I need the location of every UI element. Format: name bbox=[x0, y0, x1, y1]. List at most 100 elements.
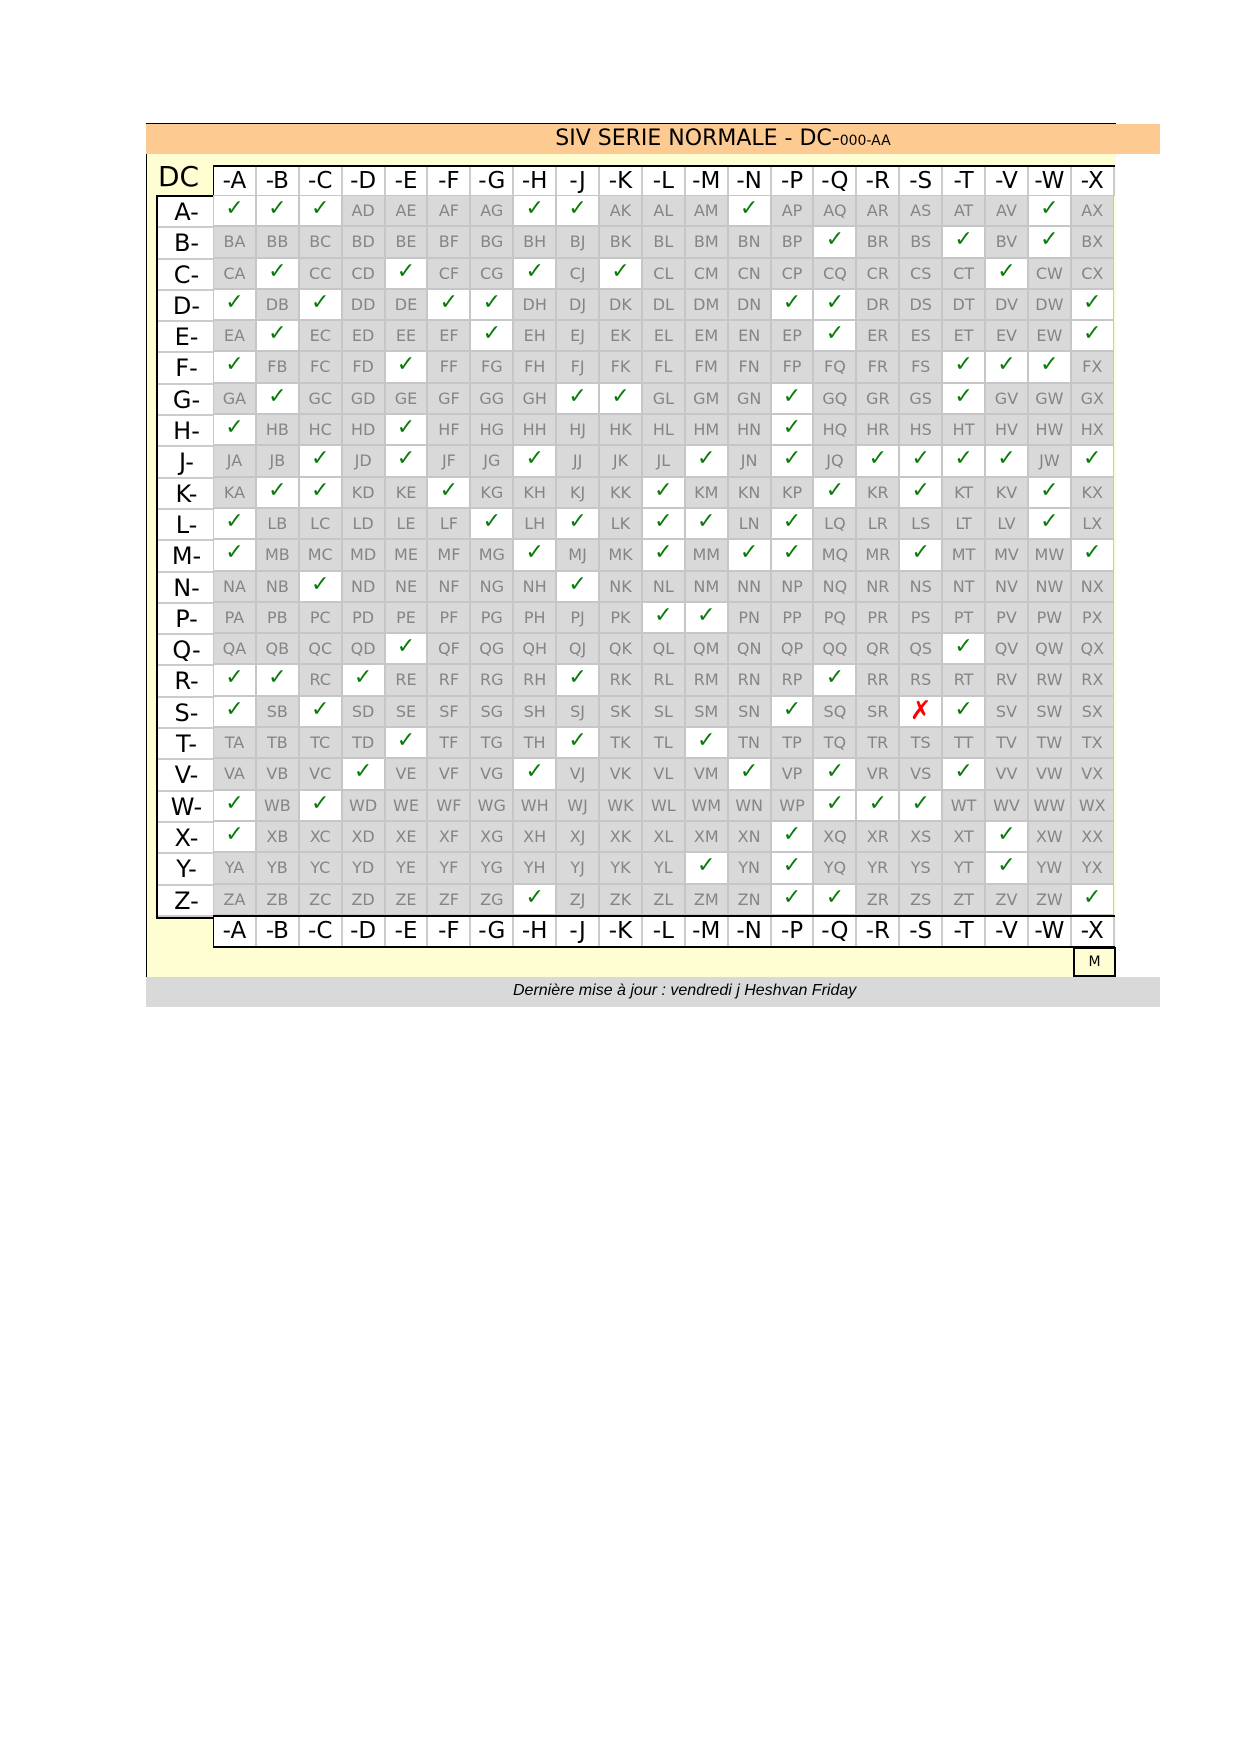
plate-cell-open: EK bbox=[599, 320, 642, 352]
row-label: N- bbox=[158, 573, 215, 604]
plate-cell-open: FJ bbox=[556, 351, 600, 383]
plate-cell-open: PD bbox=[341, 601, 385, 634]
plate-cell-open: TX bbox=[1070, 727, 1114, 759]
column-header: -Q bbox=[814, 167, 858, 196]
check-icon: ✓ bbox=[213, 288, 256, 321]
plate-cell-open: GM bbox=[684, 382, 728, 415]
check-icon: ✓ bbox=[1070, 883, 1114, 915]
plate-cell-open: KT bbox=[942, 476, 986, 508]
plate-cell-open: VK bbox=[599, 758, 642, 790]
plate-cell-open: FM bbox=[684, 351, 728, 383]
plate-cell-open: AM bbox=[684, 195, 728, 227]
plate-cell-open: GR bbox=[856, 382, 900, 415]
plate-cell-open: WK bbox=[599, 789, 642, 821]
plate-cell-open: AG bbox=[470, 195, 514, 227]
plate-cell-open: EW bbox=[1027, 320, 1071, 352]
plate-cell-open: BR bbox=[856, 226, 900, 258]
plate-cell-open: FQ bbox=[813, 351, 857, 383]
plate-cell-open: JD bbox=[341, 445, 385, 477]
title-main: SIV SERIE NORMALE - DC- bbox=[555, 126, 840, 151]
plate-cell-open: YC bbox=[298, 852, 342, 884]
plate-cell-open: PB bbox=[255, 601, 299, 634]
plate-cell-open: RX bbox=[1070, 664, 1114, 696]
plate-cell-open: QB bbox=[255, 633, 299, 665]
column-header: -M bbox=[686, 167, 729, 196]
plate-cell-open: MT bbox=[942, 539, 986, 571]
check-icon: ✓ bbox=[1070, 539, 1114, 571]
grid-row: BA BB BC BD BE BF BG BH BJ BK BL BM BN BP ✓ BR BS ✓ BV ✓ BX bbox=[213, 226, 1114, 258]
column-header: -T bbox=[943, 167, 987, 196]
plate-cell-open: NH bbox=[513, 570, 557, 602]
check-icon: ✓ bbox=[727, 758, 771, 790]
plate-cell-open: BJ bbox=[556, 226, 600, 258]
plate-cell-open: RF bbox=[427, 664, 471, 696]
check-icon: ✓ bbox=[641, 507, 685, 540]
plate-cell-open: VW bbox=[1027, 758, 1071, 790]
plate-cell-open: TW bbox=[1027, 727, 1071, 759]
check-icon: ✓ bbox=[513, 445, 557, 477]
plate-cell-open: RH bbox=[513, 664, 557, 696]
check-icon: ✓ bbox=[942, 445, 986, 477]
plate-cell-open: HH bbox=[513, 414, 557, 446]
plate-cell-open: RC bbox=[298, 664, 342, 696]
check-icon: ✓ bbox=[384, 414, 428, 446]
plate-cell-open: PK bbox=[599, 601, 642, 634]
plate-cell-open: AR bbox=[856, 195, 900, 227]
plate-cell-open: ZM bbox=[684, 883, 728, 915]
plate-cell-open: CW bbox=[1027, 257, 1071, 289]
check-icon: ✓ bbox=[298, 570, 342, 602]
plate-cell-open: NA bbox=[213, 570, 256, 602]
plate-cell-open: CN bbox=[727, 257, 771, 289]
plate-cell-open: AP bbox=[770, 195, 814, 227]
plate-cell-open: CA bbox=[213, 257, 256, 289]
plate-cell-open: CQ bbox=[813, 257, 857, 289]
plate-cell-open: HR bbox=[856, 414, 900, 446]
plate-cell-open: MC bbox=[298, 539, 342, 571]
plate-cell-open: VG bbox=[470, 758, 514, 790]
plate-cell-open: VA bbox=[213, 758, 256, 790]
grid-row: CA ✓ CC CD ✓ CF CG ✓ CJ ✓ CL CM CN CP CQ CR CS CT ✓ CW CX bbox=[213, 257, 1114, 289]
grid-row: NA NB ✓ ND NE NF NG NH ✓ NK NL NM NN NP NQ NR NS NT NV NW NX bbox=[213, 570, 1114, 602]
check-icon: ✓ bbox=[1070, 288, 1114, 321]
column-header: -J bbox=[557, 917, 601, 946]
plate-cell-open: KE bbox=[384, 476, 428, 508]
plate-cell-open: LD bbox=[341, 507, 385, 540]
row-label: L- bbox=[158, 510, 215, 542]
plate-cell-open: GD bbox=[341, 382, 385, 415]
check-icon: ✓ bbox=[298, 695, 342, 728]
check-icon: ✓ bbox=[298, 476, 342, 508]
plate-cell-open: GX bbox=[1070, 382, 1114, 415]
plate-cell-open: GH bbox=[513, 382, 557, 415]
column-header: -X bbox=[1072, 167, 1115, 196]
plate-cell-open: YH bbox=[513, 852, 557, 884]
column-header: -M bbox=[686, 917, 729, 946]
column-header: -V bbox=[986, 167, 1029, 196]
check-icon: ✓ bbox=[384, 727, 428, 759]
row-label: K- bbox=[158, 479, 215, 510]
plate-cell-open: SE bbox=[384, 695, 428, 728]
check-icon: ✓ bbox=[942, 351, 986, 383]
plate-cell-open: PP bbox=[770, 601, 814, 634]
plate-cell-open: YS bbox=[899, 852, 943, 884]
corner-label: DC bbox=[158, 160, 200, 193]
check-icon: ✓ bbox=[213, 414, 256, 446]
check-icon: ✓ bbox=[770, 883, 814, 915]
check-icon: ✓ bbox=[213, 539, 256, 571]
plate-cell-open: CL bbox=[641, 257, 685, 289]
plate-cell-open: WL bbox=[641, 789, 685, 821]
check-icon: ✓ bbox=[513, 758, 557, 790]
grid-row: ✓ ✓ RC ✓ RE RF RG RH ✓ RK RL RM RN RP ✓ RR RS RT RV RW RX bbox=[213, 664, 1114, 696]
check-icon: ✓ bbox=[556, 664, 600, 696]
row-label: C- bbox=[158, 260, 215, 291]
check-icon: ✓ bbox=[727, 539, 771, 571]
footer-bar: Dernière mise à jour : vendredi j Heshva… bbox=[146, 977, 1160, 1007]
check-icon: ✓ bbox=[1027, 476, 1071, 508]
plate-cell-open: VL bbox=[641, 758, 685, 790]
plate-cell-open: DH bbox=[513, 288, 557, 321]
plate-cell-open: NQ bbox=[813, 570, 857, 602]
plate-cell-open: SX bbox=[1070, 695, 1114, 728]
check-icon: ✓ bbox=[770, 820, 814, 853]
check-icon: ✓ bbox=[384, 351, 428, 383]
plate-cell-open: WD bbox=[341, 789, 385, 821]
check-icon: ✓ bbox=[684, 852, 728, 884]
